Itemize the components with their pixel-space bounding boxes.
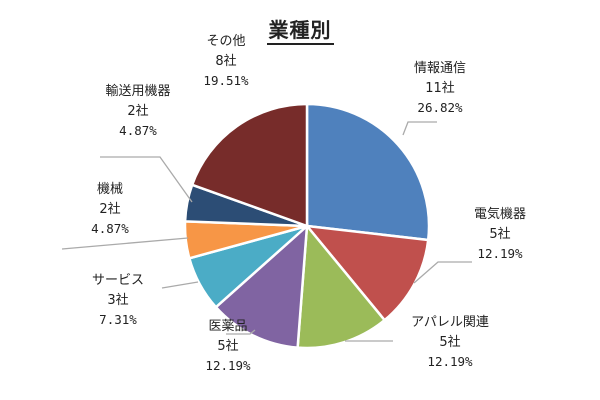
leader-line-3 — [226, 329, 256, 335]
slice-name-label: その他 — [206, 34, 245, 49]
pie-slice-3 — [214, 223, 309, 349]
slice-percent-label: 12.19% — [205, 358, 251, 373]
leader-line-0 — [402, 121, 437, 136]
slice-label-1: 電気機器 5社 12.19% — [474, 206, 526, 261]
slice-percent-label: 19.51% — [203, 73, 249, 88]
slice-count-label: 3社 — [107, 292, 128, 308]
chart-title: 業種別 — [0, 14, 600, 45]
slice-count-label: 8社 — [215, 53, 236, 69]
slice-name-label: 機械 — [97, 182, 123, 197]
slice-name-label: 電気機器 — [474, 206, 526, 222]
slice-count-label: 5社 — [439, 334, 460, 350]
leader-line-6 — [100, 156, 193, 203]
slice-percent-label: 26.82% — [417, 100, 463, 115]
slice-count-label: 5社 — [217, 338, 238, 354]
slice-label-6: 輸送用機器 2社 4.87% — [105, 84, 170, 138]
slice-count-label: 11社 — [425, 80, 455, 96]
slice-label-4: サービス 3社 7.31% — [92, 273, 144, 327]
leader-line-5 — [61, 237, 189, 250]
slice-percent-label: 7.31% — [99, 312, 137, 327]
slice-name-label: 医薬品 — [208, 319, 247, 334]
pie-slice-0 — [305, 102, 431, 242]
slice-percent-label: 12.19% — [427, 354, 473, 369]
pie-slice-2 — [296, 222, 387, 350]
pie-slice-7 — [190, 102, 309, 228]
slice-label-0: 情報通信 11社 26.82% — [414, 61, 466, 115]
slice-name-label: 輸送用機器 — [105, 84, 170, 99]
slice-name-label: サービス — [92, 273, 144, 288]
slice-percent-label: 4.87% — [91, 221, 129, 236]
leader-line-4 — [161, 281, 199, 289]
slice-name-label: アパレル関連 — [411, 315, 489, 330]
slice-percent-label: 12.19% — [477, 246, 523, 261]
slice-label-7: その他 8社 19.51% — [203, 34, 249, 88]
slice-name-label: 情報通信 — [414, 61, 466, 76]
slice-label-3: 医薬品 5社 12.19% — [205, 319, 251, 373]
leader-line-1 — [413, 261, 472, 284]
slice-count-label: 2社 — [127, 103, 148, 119]
pie-slice-1 — [304, 224, 430, 322]
slice-count-label: 2社 — [99, 201, 120, 217]
slice-percent-label: 4.87% — [119, 123, 157, 138]
slice-count-label: 5社 — [489, 226, 510, 242]
slice-label-2: アパレル関連 5社 12.19% — [411, 315, 489, 369]
slice-label-5: 機械 2社 4.87% — [91, 182, 129, 236]
